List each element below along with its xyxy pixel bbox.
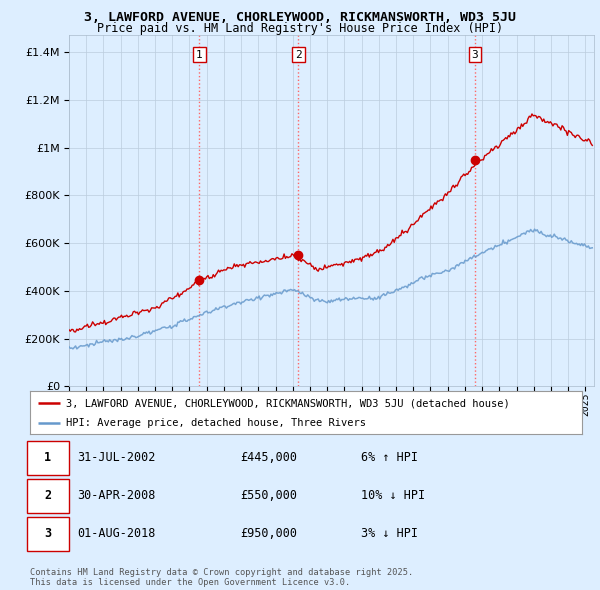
Text: Contains HM Land Registry data © Crown copyright and database right 2025.
This d: Contains HM Land Registry data © Crown c…: [30, 568, 413, 587]
Text: 31-JUL-2002: 31-JUL-2002: [77, 451, 155, 464]
Text: 01-AUG-2018: 01-AUG-2018: [77, 527, 155, 540]
Text: 1: 1: [196, 50, 203, 60]
Text: 3, LAWFORD AVENUE, CHORLEYWOOD, RICKMANSWORTH, WD3 5JU: 3, LAWFORD AVENUE, CHORLEYWOOD, RICKMANS…: [84, 11, 516, 24]
Text: 3: 3: [44, 527, 51, 540]
Text: Price paid vs. HM Land Registry's House Price Index (HPI): Price paid vs. HM Land Registry's House …: [97, 22, 503, 35]
Text: 3, LAWFORD AVENUE, CHORLEYWOOD, RICKMANSWORTH, WD3 5JU (detached house): 3, LAWFORD AVENUE, CHORLEYWOOD, RICKMANS…: [66, 398, 509, 408]
Text: 6% ↑ HPI: 6% ↑ HPI: [361, 451, 418, 464]
Text: 30-APR-2008: 30-APR-2008: [77, 490, 155, 503]
Text: £550,000: £550,000: [240, 490, 297, 503]
Text: 10% ↓ HPI: 10% ↓ HPI: [361, 490, 425, 503]
Text: £445,000: £445,000: [240, 451, 297, 464]
Text: 2: 2: [295, 50, 302, 60]
Text: HPI: Average price, detached house, Three Rivers: HPI: Average price, detached house, Thre…: [66, 418, 366, 428]
Text: 2: 2: [44, 490, 51, 503]
FancyBboxPatch shape: [27, 478, 68, 513]
Text: 3: 3: [472, 50, 478, 60]
Text: 3% ↓ HPI: 3% ↓ HPI: [361, 527, 418, 540]
FancyBboxPatch shape: [27, 441, 68, 475]
FancyBboxPatch shape: [27, 517, 68, 551]
Text: 1: 1: [44, 451, 51, 464]
Text: £950,000: £950,000: [240, 527, 297, 540]
